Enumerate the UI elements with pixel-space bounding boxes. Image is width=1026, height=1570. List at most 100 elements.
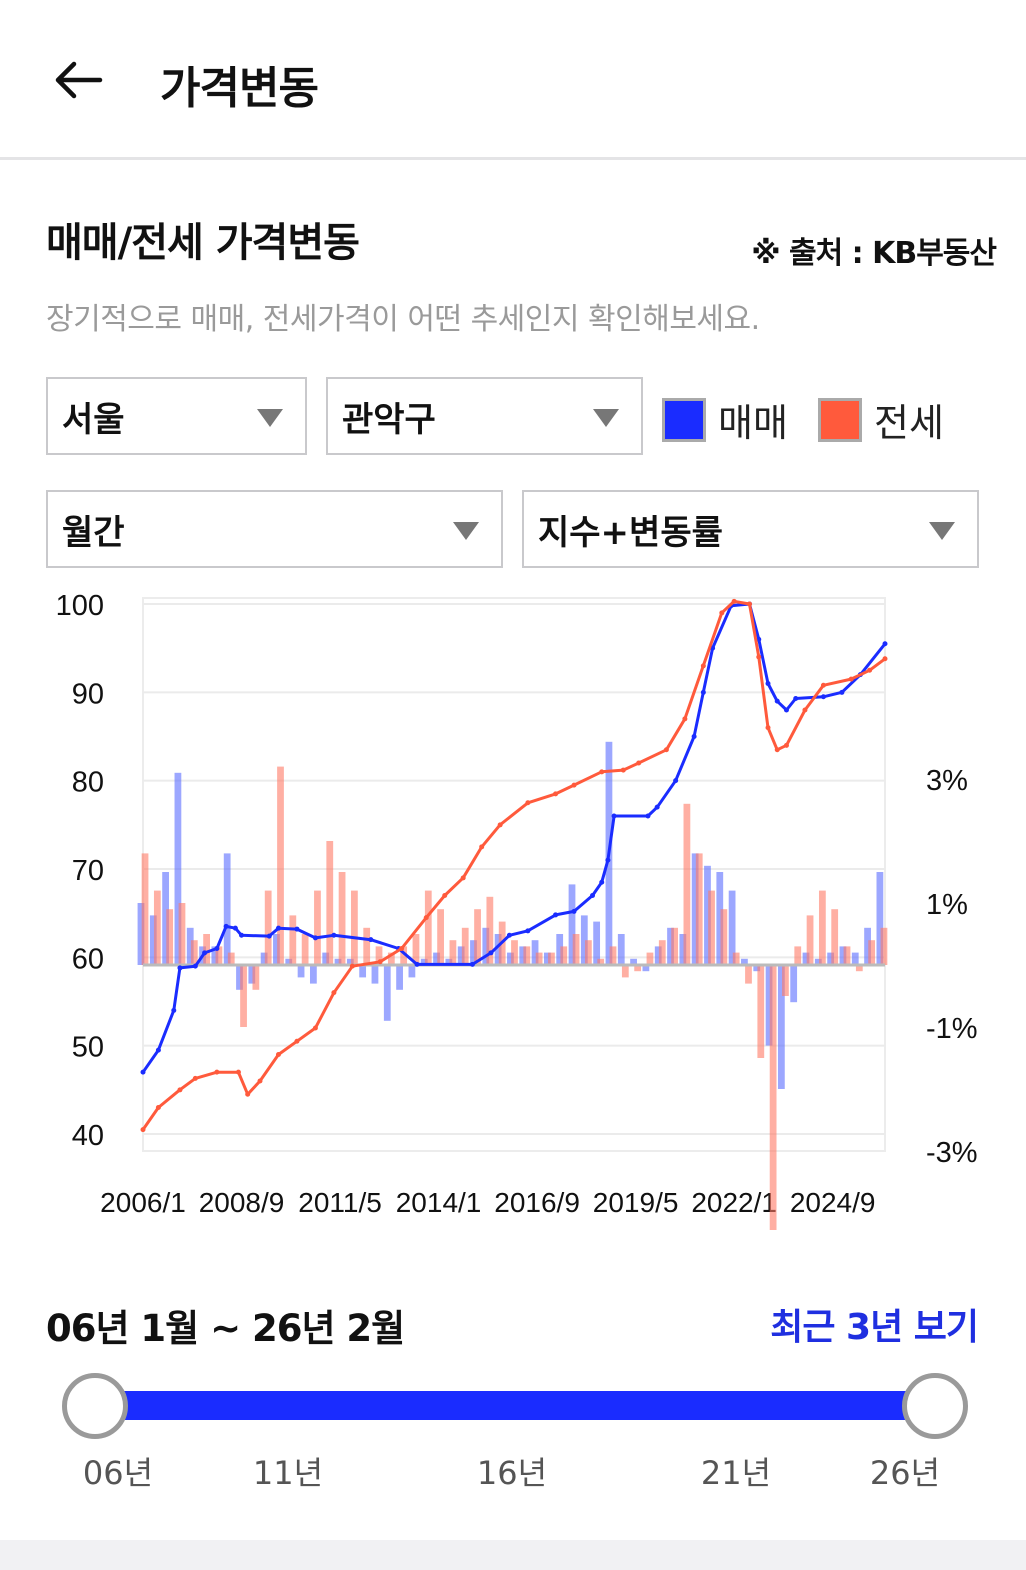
index-point	[192, 1075, 198, 1081]
index-point	[171, 1007, 177, 1013]
range-slider-end-handle[interactable]	[902, 1373, 968, 1439]
rate-bar-jeonse	[757, 965, 765, 1058]
index-point	[571, 908, 577, 914]
index-point	[571, 782, 577, 788]
index-point	[882, 656, 888, 662]
rate-bar-jeonse	[782, 965, 789, 996]
rate-bar-jeonse	[806, 915, 814, 965]
rate-bar-jeonse	[523, 946, 531, 965]
index-point	[867, 667, 873, 673]
district-select[interactable]: 관악구	[326, 377, 643, 455]
x-tick-label: 2022/1	[691, 1187, 777, 1218]
rate-bar-jeonse	[634, 965, 642, 972]
rate-bar-jeonse	[252, 965, 260, 990]
legend-label: 전세	[874, 401, 944, 445]
rate-bar-jeonse	[745, 965, 752, 984]
rate-bar-jeonse	[240, 965, 247, 1027]
rate-bar-jeonse	[215, 946, 223, 965]
index-point	[506, 932, 512, 938]
rate-bar-sale	[174, 772, 182, 965]
index-point	[525, 928, 531, 934]
index-point	[368, 937, 374, 943]
chevron-down-icon	[453, 522, 479, 540]
index-point	[848, 676, 854, 682]
index-point	[793, 696, 799, 702]
rate-bar-sale	[482, 927, 490, 965]
index-point	[479, 844, 485, 850]
period-select[interactable]: 월간	[46, 490, 503, 568]
rate-bar-sale	[494, 934, 502, 965]
rate-bar-sale	[273, 934, 280, 965]
index-point	[774, 698, 780, 704]
rate-bar-jeonse	[387, 952, 395, 965]
rate-bar-sale	[457, 946, 465, 965]
rate-bar-sale	[149, 915, 157, 965]
rate-bar-jeonse	[880, 927, 888, 965]
rate-bar-jeonse	[227, 952, 235, 965]
rate-bar-sale	[346, 958, 354, 965]
y-right-tick-label: -3%	[926, 1137, 978, 1169]
index-point	[469, 961, 475, 967]
rate-bar-jeonse	[277, 766, 284, 965]
rate-bar-jeonse	[375, 946, 383, 965]
back-arrow-icon[interactable]	[52, 58, 104, 102]
index-point	[331, 932, 337, 938]
index-point	[636, 760, 642, 766]
rate-bar-jeonse	[190, 940, 198, 965]
index-point	[645, 813, 651, 819]
index-point	[239, 932, 245, 938]
district-select-value: 관악구	[342, 399, 436, 440]
x-tick-label: 2006/1	[100, 1187, 186, 1218]
index-point	[177, 1087, 183, 1093]
rate-bar-jeonse	[326, 841, 334, 965]
rate-bar-jeonse	[166, 909, 174, 965]
rate-bar-sale	[556, 934, 564, 965]
index-point	[349, 963, 355, 969]
rate-bar-jeonse	[818, 890, 826, 965]
rate-bar-sale	[211, 946, 219, 965]
rate-bar-jeonse	[597, 958, 605, 965]
legend-item-sale[interactable]: 매매	[662, 392, 788, 447]
index-point	[691, 734, 697, 739]
index-point	[700, 663, 706, 669]
legend-item-jeonse[interactable]: 전세	[818, 392, 944, 447]
recent-3-years-button[interactable]: 최근 3년 보기	[770, 1307, 979, 1348]
rate-bar-sale	[371, 965, 379, 984]
chevron-down-icon	[257, 409, 283, 427]
index-point	[756, 636, 762, 642]
range-slider-start-handle[interactable]	[62, 1373, 128, 1439]
app-header	[0, 0, 1026, 160]
range-tick: 06년	[82, 1454, 154, 1492]
page-title: 가격변동	[160, 63, 319, 114]
rate-bar-jeonse	[474, 909, 481, 965]
rate-bar-sale	[236, 965, 243, 990]
city-select[interactable]: 서울	[46, 377, 307, 455]
index-point	[275, 1052, 281, 1057]
rate-bar-jeonse	[769, 965, 777, 1230]
mode-select[interactable]: 지수+변동률	[522, 490, 979, 568]
range-slider-track[interactable]	[95, 1391, 935, 1420]
index-point	[294, 1038, 300, 1044]
rate-bar-jeonse	[400, 946, 408, 965]
legend-swatch-jeonse	[818, 397, 862, 442]
y-left-tick-label: 100	[56, 590, 104, 622]
index-point	[235, 1069, 241, 1075]
rate-bar-sale	[223, 853, 231, 965]
index-point	[294, 926, 300, 932]
index-point	[605, 857, 611, 863]
rate-bar-sale	[433, 952, 440, 965]
range-label: 06년 1월 ~ 26년 2월	[46, 1307, 405, 1350]
rate-bar-sale	[741, 958, 748, 965]
price-chart[interactable]: 1009080706050403%1%-1%-3%-5%2006/12008/9…	[0, 580, 1026, 1230]
rate-bar-sale	[445, 958, 453, 965]
rate-bar-sale	[753, 965, 761, 972]
rate-bar-sale	[519, 946, 527, 965]
rate-bar-sale	[285, 958, 293, 965]
data-source: ※ 출처 : KB부동산	[751, 236, 997, 271]
index-point	[275, 925, 281, 931]
rate-bar-jeonse	[424, 890, 432, 965]
rate-bar-sale	[814, 958, 822, 965]
rate-bar-jeonse	[289, 915, 297, 965]
index-point	[202, 950, 208, 956]
index-point	[331, 990, 337, 996]
